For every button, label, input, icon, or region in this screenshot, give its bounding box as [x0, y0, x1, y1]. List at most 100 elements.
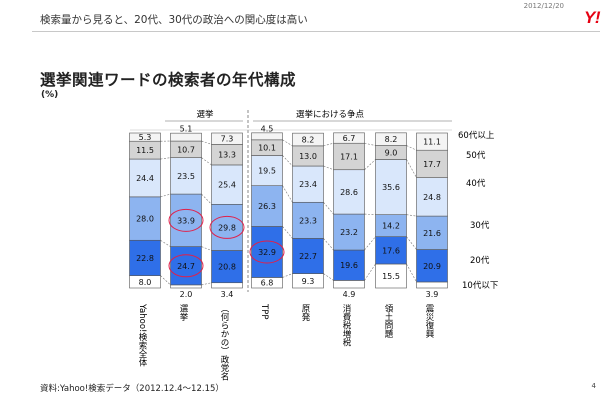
bar-segment — [251, 155, 283, 187]
data-label: 22.8 — [136, 254, 154, 263]
highlight-circle — [209, 215, 245, 239]
series-connector — [323, 202, 334, 215]
series-connector — [160, 157, 171, 160]
series-connector — [282, 226, 293, 239]
data-label: 28.0 — [136, 215, 154, 224]
data-label: 6.7 — [343, 134, 356, 143]
bar-segment — [170, 246, 202, 286]
date-stamp: 2012/12/20 — [523, 2, 564, 10]
data-label: 25.4 — [218, 181, 236, 190]
chart-unit: (%) — [41, 90, 59, 100]
bar-segment — [416, 149, 448, 178]
data-label: 23.2 — [340, 228, 358, 237]
bar-segment — [292, 165, 324, 203]
series-connector — [282, 155, 293, 167]
highlight-circle — [168, 254, 204, 278]
series-connector — [364, 159, 376, 170]
source-note: 資料:Yahoo!検索データ（2012.12.4～12.15） — [40, 384, 224, 394]
data-label: 24.7 — [177, 262, 195, 271]
series-connector — [201, 193, 212, 205]
bar-segment — [333, 280, 365, 289]
data-label: 23.3 — [299, 216, 317, 225]
data-label: 11.1 — [423, 138, 441, 147]
data-label: 15.5 — [382, 272, 400, 281]
series-connector — [323, 165, 334, 171]
data-label: 28.6 — [340, 188, 358, 197]
data-label: 7.3 — [221, 135, 234, 144]
series-connector — [201, 140, 212, 145]
bar-segment — [211, 204, 243, 251]
data-label: 19.6 — [340, 261, 358, 270]
legend-label: 60代以上 — [458, 130, 495, 141]
legend-label: 40代 — [466, 178, 486, 189]
header-divider — [32, 31, 600, 32]
data-label: 35.6 — [382, 183, 400, 192]
data-label: 21.6 — [423, 229, 441, 238]
bar-segment — [292, 201, 324, 239]
bar-segment — [129, 239, 161, 276]
bar-segment — [129, 132, 161, 142]
series-connector — [406, 236, 417, 250]
data-label: 6.8 — [261, 279, 274, 288]
bar-segment — [375, 132, 407, 146]
category-label: 領土問題 — [383, 303, 393, 339]
bar-segment — [416, 281, 448, 289]
highlight-circle — [249, 240, 285, 264]
category-label: 震災復興 — [424, 304, 434, 339]
data-label: 3.9 — [426, 290, 439, 299]
series-connector — [406, 159, 417, 178]
data-label: 14.2 — [382, 222, 400, 231]
series-connector — [406, 214, 417, 217]
data-label: 26.3 — [258, 202, 276, 211]
data-label: 11.5 — [136, 146, 154, 155]
series-connector — [282, 185, 293, 203]
bar-segment — [211, 164, 243, 205]
data-label: 13.3 — [218, 151, 236, 160]
bar-segment — [416, 132, 448, 151]
bar-segment — [129, 158, 161, 198]
slide-subtitle: 検索量から見ると、20代、30代の政治への関心度は高い — [40, 14, 308, 26]
series-connector — [364, 236, 376, 251]
series-connector — [201, 157, 212, 166]
bar-segment — [170, 284, 202, 289]
series-connector — [160, 240, 171, 247]
data-label: 5.3 — [139, 133, 152, 142]
data-label: 19.5 — [258, 167, 276, 176]
data-label: 4.5 — [261, 124, 274, 133]
category-label: TPP — [259, 303, 269, 319]
data-label: 9.3 — [302, 277, 315, 286]
legend-label: 30代 — [470, 220, 490, 231]
bar-segment — [333, 213, 365, 251]
data-label: 13.0 — [299, 152, 317, 161]
data-label: 17.6 — [382, 246, 400, 255]
data-label: 3.4 — [221, 290, 234, 299]
series-connector — [160, 275, 171, 286]
bar-segment — [375, 263, 407, 289]
bar-segment — [211, 282, 243, 289]
category-label: （何らかの）政党名 — [219, 304, 229, 381]
series-connector — [364, 263, 376, 281]
data-label: 23.5 — [177, 172, 195, 181]
data-label: 32.9 — [258, 248, 276, 257]
series-connector — [282, 273, 293, 278]
legend-label: 10代以下 — [462, 280, 499, 291]
series-connector — [364, 213, 376, 215]
data-label: 9.0 — [385, 149, 398, 158]
bar-segment — [333, 132, 365, 144]
bar-segment — [251, 226, 283, 278]
data-label: 17.7 — [423, 160, 441, 169]
data-label: 2.0 — [180, 290, 193, 299]
data-label: 24.4 — [136, 174, 154, 183]
series-connector — [323, 238, 334, 251]
group-label-election: 選挙 — [196, 109, 214, 120]
bar-segment — [416, 215, 448, 250]
data-label: 33.9 — [177, 216, 195, 225]
data-label: 23.4 — [299, 180, 317, 189]
category-label: 原発 — [300, 304, 310, 322]
series-connector — [323, 142, 334, 147]
data-label: 10.7 — [177, 145, 195, 154]
data-label: 5.1 — [180, 125, 193, 134]
legend-label: 20代 — [470, 255, 490, 266]
series-connector — [323, 273, 334, 281]
